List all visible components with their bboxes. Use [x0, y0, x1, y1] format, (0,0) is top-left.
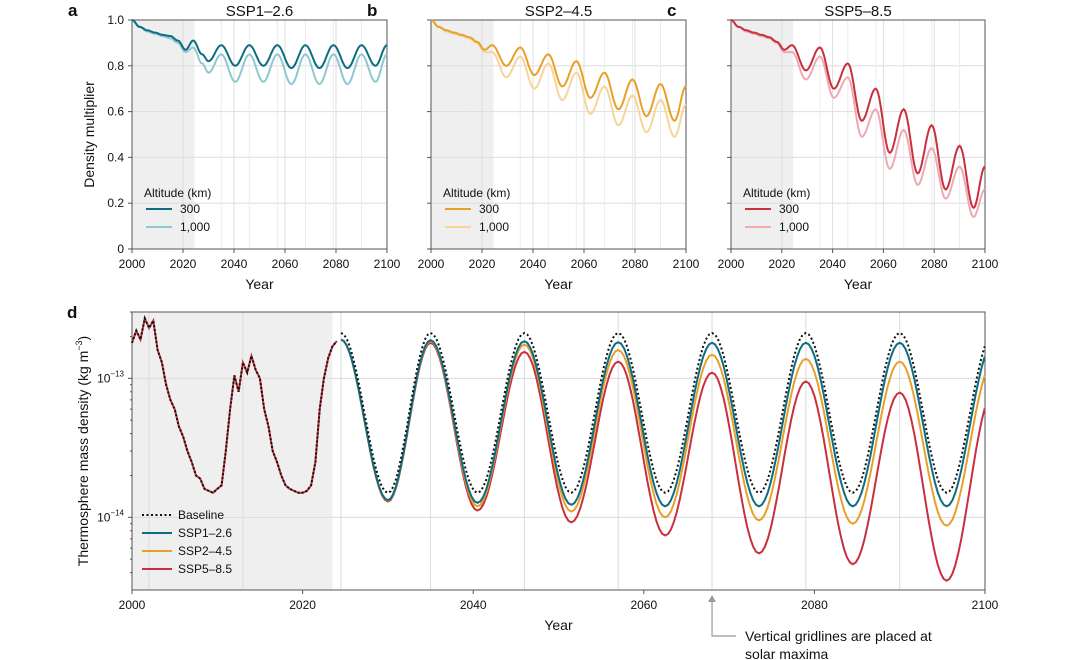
y-tick-label: 1.0	[107, 13, 124, 27]
x-tick-label: 2000	[718, 257, 745, 271]
x-axis-label: Year	[844, 276, 873, 292]
panel-d: 2000 2020 2040 2060 2080 2100Year10−1310−14Th…	[67, 303, 999, 660]
series-line-1,000	[730, 19, 986, 219]
legend-label: Baseline	[178, 508, 224, 522]
x-tick-label: 2100	[972, 598, 999, 612]
y-tick-exponent: −14	[110, 508, 124, 517]
panel-letter: a	[68, 1, 78, 20]
x-tick-label: 2040	[520, 257, 547, 271]
series-line-300	[730, 19, 986, 210]
legend-label: SSP1–2.6	[178, 526, 232, 540]
series-line-SSP1–2.6	[340, 338, 986, 508]
x-tick-label: 2000	[119, 598, 146, 612]
x-tick-label: 2040	[460, 598, 487, 612]
x-tick-label: 2080	[801, 598, 828, 612]
panel-c: 2000 2020 2040 2060 2080 2100 Year SSP5–8.5 c Alt…	[667, 1, 999, 292]
x-axis-label: Year	[544, 276, 573, 292]
legend-label: SSP2–4.5	[178, 544, 232, 558]
x-tick-label: 2060	[571, 257, 598, 271]
series-line-300	[131, 19, 388, 70]
series-line-SSP5–8.5	[340, 338, 986, 582]
plot-frame	[730, 19, 986, 250]
x-tick-label: 2000	[418, 257, 445, 271]
legend-label: 1,000	[180, 220, 210, 234]
panel-letter: b	[367, 1, 377, 20]
historical-baseline	[131, 315, 338, 494]
legend-label: 300	[479, 202, 499, 216]
y-tick-base: 10	[97, 371, 111, 385]
historical-shade	[132, 20, 195, 249]
x-tick-label: 2100	[673, 257, 700, 271]
panel-title: SSP5–8.5	[824, 3, 892, 20]
y-tick-label: 10−13	[97, 369, 124, 385]
y-axis-label-main: Thermosphere mass density (kg m	[75, 351, 91, 567]
solar-maxima-annotation: Vertical gridlines are placed at solar ma…	[708, 595, 932, 660]
x-tick-label: 2020	[469, 257, 496, 271]
x-tick-label: 2060	[630, 598, 657, 612]
annotation-line-1: Vertical gridlines are placed at	[745, 628, 932, 644]
y-axis-label: Thermosphere mass density (kg m−3)	[74, 336, 91, 566]
legend-title: Altitude (km)	[443, 186, 510, 200]
plot-frame	[430, 19, 687, 250]
y-axis-label-close: )	[75, 336, 91, 341]
x-tick-label: 2060	[870, 257, 897, 271]
panel-letter: d	[67, 303, 77, 322]
legend-label: 1,000	[479, 220, 509, 234]
x-tick-label: 2080	[323, 257, 350, 271]
x-tick-label: 2020	[170, 257, 197, 271]
y-tick-label: 0.2	[107, 196, 124, 210]
legend-label: 300	[779, 202, 799, 216]
historical-shade	[431, 20, 494, 249]
panel-a: 2000 2020 2040 2060 2080 2100 0 0.2 0.4 0.6 0.8 1.0…	[68, 1, 401, 292]
legend-label: 300	[180, 202, 200, 216]
series-line-300	[430, 19, 687, 122]
y-tick-base: 10	[97, 510, 111, 524]
x-tick-label: 2040	[221, 257, 248, 271]
panel-title: SSP1–2.6	[226, 3, 294, 20]
historical-shade	[132, 312, 333, 590]
x-tick-label: 2000	[119, 257, 146, 271]
x-tick-label: 2020	[289, 598, 316, 612]
x-axis-label: Year	[245, 276, 274, 292]
x-tick-label: 2100	[972, 257, 999, 271]
panel-title: SSP2–4.5	[525, 3, 593, 20]
historical-shade	[731, 20, 794, 249]
legend: Altitude (km) 300 1,000	[743, 186, 810, 234]
y-tick-label: 0.8	[107, 59, 124, 73]
x-tick-label: 2020	[768, 257, 795, 271]
x-tick-label: 2040	[819, 257, 846, 271]
x-axis-label: Year	[544, 617, 573, 633]
y-tick-label: 0.6	[107, 105, 124, 119]
y-axis-label: Density multiplier	[81, 81, 97, 188]
y-tick-label: 0.4	[107, 150, 124, 164]
y-tick-exponent: −13	[110, 369, 124, 378]
legend: Baseline SSP1–2.6 SSP2–4.5 SSP5–8.5	[142, 508, 232, 576]
legend: Altitude (km) 300 1,000	[443, 186, 510, 234]
x-tick-label: 2080	[921, 257, 948, 271]
annotation-line-2: solar maxima	[745, 646, 828, 660]
x-tick-label: 2100	[374, 257, 401, 271]
legend-title: Altitude (km)	[144, 186, 211, 200]
y-tick-label: 10−14	[97, 508, 124, 524]
legend: Altitude (km) 300 1,000	[144, 186, 211, 234]
x-tick-label: 2060	[272, 257, 299, 271]
panel-b: 2000 2020 2040 2060 2080 2100 Year SSP2–4.5 b Alt…	[367, 1, 700, 292]
y-tick-label: 0	[117, 242, 124, 256]
series-line-Baseline	[340, 331, 986, 494]
annotation-arrowhead	[708, 595, 717, 602]
plot-frame	[131, 19, 388, 250]
legend-title: Altitude (km)	[743, 186, 810, 200]
x-tick-label: 2080	[622, 257, 649, 271]
y-axis-label-exponent: −3	[74, 340, 84, 350]
panel-letter: c	[667, 1, 676, 20]
annotation-leader	[711, 602, 737, 637]
legend-label: 1,000	[779, 220, 809, 234]
series-line-1,000	[131, 19, 388, 86]
legend-label: SSP5–8.5	[178, 562, 232, 576]
series-line-1,000	[430, 19, 687, 138]
